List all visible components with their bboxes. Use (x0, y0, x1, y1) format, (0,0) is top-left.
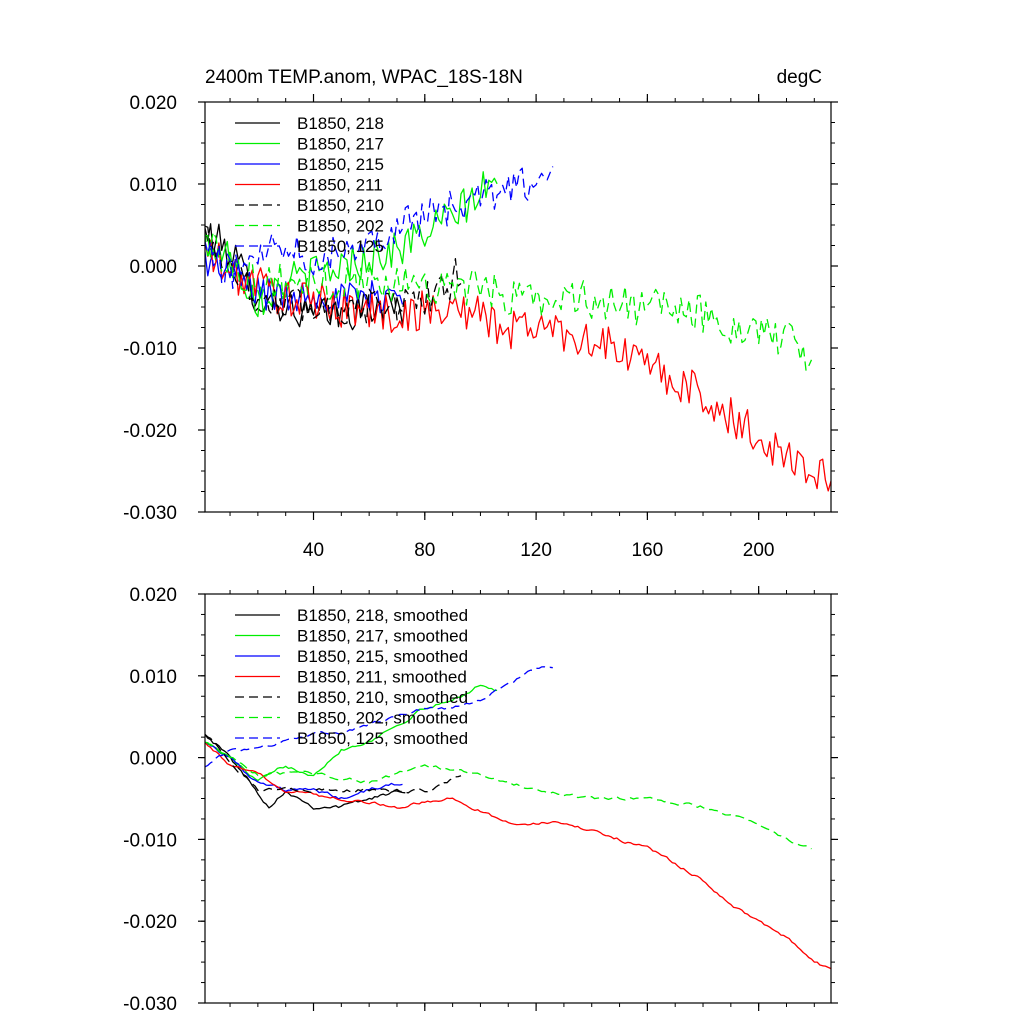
legend-label: B1850, 218 (297, 114, 384, 133)
legend-label: B1850, 211, smoothed (297, 668, 467, 687)
x-tick-label: 200 (743, 540, 775, 561)
y-tick-label: 0.010 (129, 175, 177, 196)
series-line (205, 239, 831, 492)
y-tick-label: -0.010 (123, 830, 177, 851)
y-tick-label: -0.010 (123, 339, 177, 360)
series-line (205, 251, 404, 314)
series-line (205, 733, 462, 794)
bottom-panel-smoothed: 0.020 0.010 0.000 -0.010 -0.020 -0.030 B1850, … (123, 585, 838, 1015)
legend-label: B1850, 210, smoothed (297, 688, 468, 707)
series-line (205, 734, 406, 810)
series-line (205, 231, 813, 371)
y-tick-label: -0.030 (123, 994, 177, 1015)
legend-label: B1850, 211 (297, 176, 383, 195)
x-tick-label: 40 (303, 540, 324, 561)
series-line (205, 225, 462, 325)
series-group (205, 166, 831, 492)
legend-label: B1850, 215 (297, 155, 384, 174)
series-line (205, 684, 498, 782)
y-tick-label: 0.000 (129, 257, 177, 278)
y-tick-label: 0.000 (129, 749, 177, 770)
y-tick-label: -0.020 (123, 912, 177, 933)
chart-title: 2400m TEMP.anom, WPAC_18S-18N (205, 67, 523, 88)
x-tick-label: 120 (520, 540, 552, 561)
legend-label: B1850, 202, smoothed (297, 709, 468, 728)
legend-label: B1850, 217 (297, 135, 384, 154)
top-panel-raw: 2400m TEMP.anom, WPAC_18S-18N degC 0.020… (123, 67, 838, 561)
series-line (205, 741, 812, 850)
legend-label: B1850, 210 (297, 196, 384, 215)
series-line (205, 171, 498, 318)
y-tick-label: -0.020 (123, 421, 177, 442)
legend-label: B1850, 202 (297, 217, 384, 236)
series-line (205, 166, 554, 290)
series-line (205, 741, 831, 970)
x-tick-label: 80 (414, 540, 435, 561)
y-tick-label: -0.030 (123, 503, 177, 524)
units-label: degC (777, 67, 822, 88)
legend-label: B1850, 218, smoothed (297, 606, 468, 625)
legend-label: B1850, 215, smoothed (297, 647, 468, 666)
x-tick-label: 160 (632, 540, 664, 561)
series-group (205, 666, 831, 970)
series-line (205, 742, 403, 800)
y-tick-label: 0.020 (129, 585, 177, 606)
y-tick-label: 0.020 (129, 93, 177, 114)
legend-label: B1850, 217, smoothed (297, 627, 468, 646)
legend-label: B1850, 125 (297, 237, 384, 256)
legend-label: B1850, 125, smoothed (297, 729, 468, 748)
legend: B1850, 218, smoothed B1850, 217, smoothed… (235, 606, 468, 748)
y-tick-label: 0.010 (129, 667, 177, 688)
series-line (205, 666, 553, 768)
